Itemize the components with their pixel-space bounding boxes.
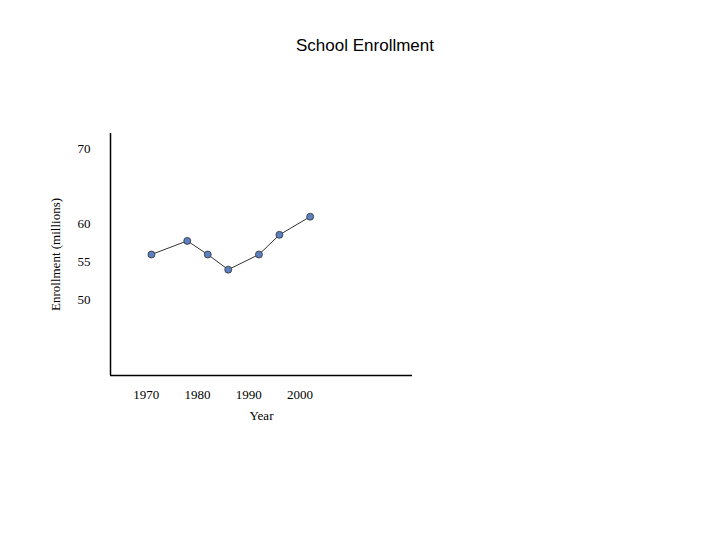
svg-text:1990: 1990 bbox=[236, 387, 262, 402]
svg-text:2000: 2000 bbox=[287, 387, 313, 402]
svg-text:1970: 1970 bbox=[133, 387, 159, 402]
svg-text:1980: 1980 bbox=[185, 387, 211, 402]
svg-text:Enrollment (millions): Enrollment (millions) bbox=[48, 198, 63, 311]
svg-text:50: 50 bbox=[78, 292, 91, 307]
svg-text:55: 55 bbox=[78, 254, 91, 269]
svg-text:70: 70 bbox=[78, 141, 91, 156]
svg-text:60: 60 bbox=[78, 216, 91, 231]
svg-text:Year: Year bbox=[250, 408, 275, 423]
html-text:School Enrollment: School Enrollment bbox=[296, 36, 434, 55]
